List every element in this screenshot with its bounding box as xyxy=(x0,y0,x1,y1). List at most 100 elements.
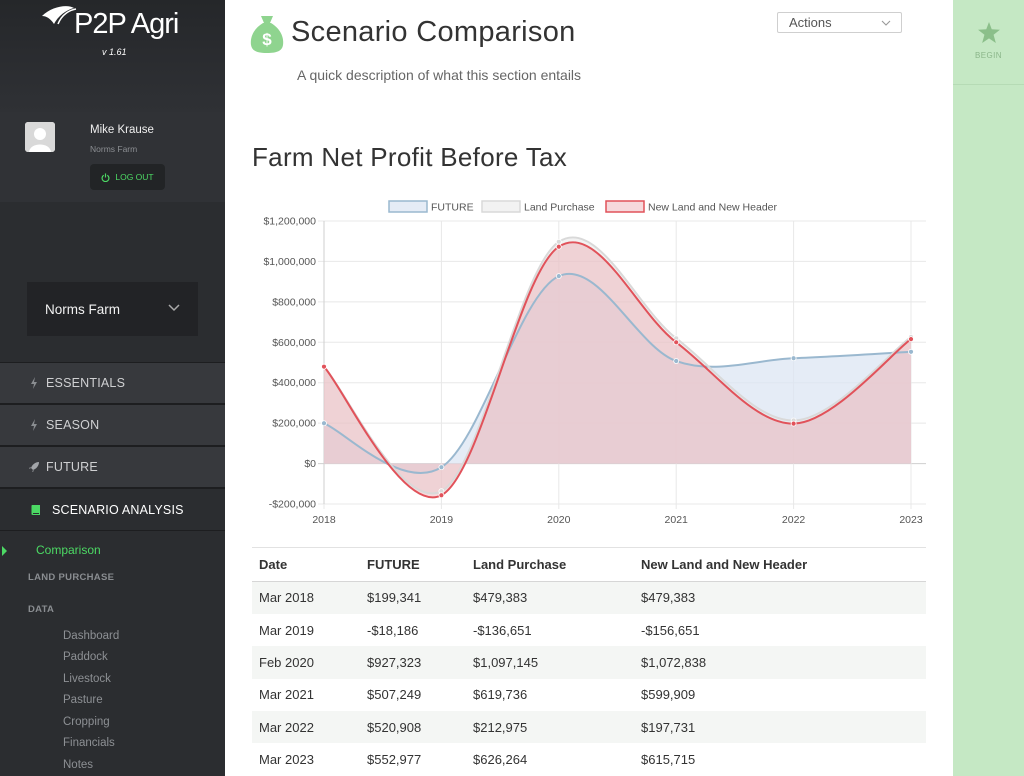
page-title: Scenario Comparison xyxy=(291,16,576,48)
money-bag-icon: $ xyxy=(250,16,284,53)
power-icon xyxy=(101,172,110,182)
table-cell: Feb 2020 xyxy=(252,646,360,679)
submenu-link-paddock[interactable]: Paddock xyxy=(63,651,108,663)
star-icon xyxy=(977,22,1000,43)
data-point xyxy=(555,243,562,250)
submenu: Comparison LAND PURCHASE DATA Dashboard … xyxy=(0,531,225,776)
series-area-1 xyxy=(324,237,911,494)
user-farm: Norms Farm xyxy=(90,144,138,154)
submenu-link-financials[interactable]: Financials xyxy=(63,737,115,749)
begin-label: BEGIN xyxy=(975,51,1002,60)
y-tick-label: -$200,000 xyxy=(269,499,316,511)
table-cell: $520,908 xyxy=(360,711,466,744)
table-cell: -$18,186 xyxy=(367,622,419,638)
farm-select[interactable]: Norms Farm xyxy=(27,282,198,336)
farm-select-value: Norms Farm xyxy=(45,301,120,317)
table-cell: Mar 2021 xyxy=(259,687,314,703)
rocket-icon xyxy=(28,461,40,473)
table-row: Mar 2023 $552,977 $626,264 $615,715 xyxy=(252,743,926,775)
begin-button[interactable]: BEGIN xyxy=(953,0,1024,85)
nav-label: ESSENTIALS xyxy=(46,376,126,390)
table-row: Mar 2018 $199,341 $479,383 $479,383 xyxy=(252,581,926,614)
table-cell: Mar 2018 xyxy=(252,581,360,614)
data-point xyxy=(438,492,445,499)
data-point xyxy=(908,336,914,343)
table-cell: $197,731 xyxy=(634,711,926,744)
column-header-land-purchase: Land Purchase xyxy=(466,547,634,582)
table-cell: $479,383 xyxy=(634,581,926,614)
table-cell: Mar 2023 xyxy=(259,752,314,768)
data-point xyxy=(555,273,562,280)
legend-swatch xyxy=(481,200,521,213)
column-header-new-land-new-header: New Land and New Header xyxy=(634,547,926,582)
submenu-link-pasture[interactable]: Pasture xyxy=(63,694,103,706)
legend-swatch xyxy=(388,200,428,213)
brand-area: P2P Agri v 1.61 xyxy=(0,0,225,112)
table-cell: -$156,651 xyxy=(641,622,700,638)
column-header-future: FUTURE xyxy=(360,547,466,582)
page-description: A quick description of what this section… xyxy=(297,67,582,83)
nav-item-scenario-analysis[interactable]: SCENARIO ANALYSIS xyxy=(0,488,225,531)
column-header-date: Date xyxy=(252,547,360,582)
data-point xyxy=(321,363,327,370)
table-cell: $212,975 xyxy=(466,711,634,744)
table-row: Feb 2020 $927,323 $1,097,145 $1,072,838 xyxy=(252,646,926,679)
table-cell: $199,341 xyxy=(360,581,466,614)
submenu-heading-land-purchase[interactable]: LAND PURCHASE xyxy=(28,572,115,583)
table-row: Mar 2021 $507,249 $619,736 $599,909 xyxy=(252,679,926,711)
data-point xyxy=(908,348,914,355)
y-tick-label: $0 xyxy=(304,458,316,470)
table-row: Mar 2019 -$18,186 -$136,651 -$156,651 xyxy=(252,614,926,646)
x-tick-label: 2018 xyxy=(312,514,336,526)
x-tick-label: 2021 xyxy=(665,514,689,526)
p2p-agri-logo[interactable] xyxy=(40,6,190,48)
submenu-link-dashboard[interactable]: Dashboard xyxy=(63,630,120,642)
nav-item-future[interactable]: FUTURE xyxy=(0,446,225,488)
submenu-link-notes[interactable]: Notes xyxy=(63,759,94,771)
table-cell: $615,715 xyxy=(641,752,696,768)
section-title: Farm Net Profit Before Tax xyxy=(252,142,568,172)
logout-button[interactable]: LOG OUT xyxy=(90,164,165,190)
table-cell: $619,736 xyxy=(473,687,528,703)
table-cell: -$136,651 xyxy=(473,622,532,638)
legend-swatch xyxy=(605,200,645,213)
y-tick-label: $1,000,000 xyxy=(263,256,316,268)
data-point xyxy=(321,420,327,427)
avatar[interactable] xyxy=(25,122,55,152)
book-icon xyxy=(30,504,42,516)
nav-label: SEASON xyxy=(46,418,100,432)
submenu-link-livestock[interactable]: Livestock xyxy=(63,673,111,685)
table-cell: $552,977 xyxy=(367,752,422,768)
actions-dropdown-label: Actions xyxy=(789,15,832,30)
bolt-icon xyxy=(28,377,40,389)
user-name: Mike Krause xyxy=(90,124,154,136)
comparison-table: Date FUTURE Land Purchase New Land and N… xyxy=(252,547,926,776)
y-tick-label: $600,000 xyxy=(272,337,316,349)
data-point xyxy=(555,238,562,245)
svg-text:$: $ xyxy=(262,30,272,49)
table-cell: $1,097,145 xyxy=(466,646,634,679)
data-point xyxy=(790,420,797,427)
active-indicator-icon xyxy=(2,546,7,556)
nav-item-essentials[interactable]: ESSENTIALS xyxy=(0,362,225,404)
nav-label: FUTURE xyxy=(46,460,98,474)
user-panel: Mike Krause Norms Farm LOG OUT xyxy=(0,112,225,202)
actions-dropdown[interactable]: Actions xyxy=(777,12,902,33)
x-tick-label: 2020 xyxy=(547,514,571,526)
data-point xyxy=(438,464,445,471)
nav-item-season[interactable]: SEASON xyxy=(0,404,225,446)
x-tick-label: 2019 xyxy=(430,514,454,526)
table-cell: $927,323 xyxy=(360,646,466,679)
table-cell: Mar 2019 xyxy=(259,622,314,638)
profit-chart: -$200,000 $0 $200,000 $400,000 $600,000 $800,… xyxy=(263,200,926,526)
chevron-down-icon xyxy=(881,20,891,26)
bolt-icon xyxy=(28,419,40,431)
app-name[interactable]: P2P Agri xyxy=(74,8,179,40)
nav-label: SCENARIO ANALYSIS xyxy=(52,502,184,517)
right-panel: BEGIN xyxy=(953,0,1024,776)
series-area-2 xyxy=(324,242,911,498)
x-tick-label: 2022 xyxy=(782,514,806,526)
submenu-link-cropping[interactable]: Cropping xyxy=(63,716,110,728)
submenu-item-comparison[interactable]: Comparison xyxy=(36,543,101,557)
y-tick-label: $800,000 xyxy=(272,296,316,308)
